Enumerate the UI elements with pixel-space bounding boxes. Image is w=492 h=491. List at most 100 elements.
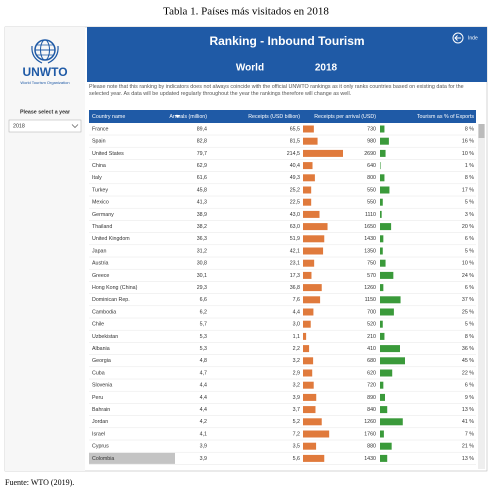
exports-bar [380, 259, 386, 267]
column-header: Tourism as % of Exports [417, 114, 474, 120]
table-cell: 6 % [465, 383, 474, 389]
table-cell: 840 [367, 407, 376, 413]
per-arrival-bar [303, 345, 310, 353]
table-cell: 210 [367, 334, 376, 340]
table-cell: 4,4 [293, 309, 300, 315]
table-cell: 4,2 [200, 419, 207, 425]
table-cell: Bahrain [92, 407, 110, 413]
table-cell: 25,2 [290, 187, 300, 193]
table-cell: 81,5 [290, 139, 300, 145]
table-cell: 31,2 [197, 248, 207, 254]
table-cell: Mexico [92, 200, 109, 206]
exports-bar [380, 271, 394, 279]
column-header: Arrivals (million) [169, 114, 207, 120]
table-cell: 550 [367, 187, 376, 193]
table-cell: 40,4 [290, 163, 300, 169]
table-cell: 214,5 [287, 151, 300, 157]
table-cell: 1 % [465, 163, 474, 169]
exports-bar [380, 210, 382, 218]
table-cell: Uzbekistan [92, 334, 118, 340]
table-cell: 13 % [462, 456, 474, 462]
table-cell: 2,2 [293, 346, 300, 352]
table-cell: 29,3 [197, 285, 207, 291]
exports-bar [380, 149, 386, 157]
table-cell: Cuba [92, 370, 105, 376]
table-cell: 23,1 [290, 261, 300, 267]
table-cell: 1150 [365, 297, 376, 303]
table-cell: Jordan [92, 419, 108, 425]
table-cell: 36,8 [290, 285, 300, 291]
table-cell: 38,9 [197, 212, 207, 218]
table-cell: 1110 [365, 212, 376, 218]
table-cell: 410 [367, 346, 376, 352]
exports-bar [380, 235, 384, 243]
per-arrival-bar [303, 357, 314, 365]
table-cell: 49,3 [290, 175, 300, 181]
table-cell: 41,3 [197, 200, 207, 206]
table-header [89, 110, 476, 123]
table-cell: 5,6 [293, 456, 300, 462]
table-cell: 13 % [462, 407, 474, 413]
header [87, 27, 487, 82]
table-cell: 1430 [364, 456, 376, 462]
scrollbar-thumb[interactable] [478, 124, 485, 138]
table-cell: 980 [367, 139, 376, 145]
table-cell: 21 % [462, 444, 474, 450]
table-cell: 65,5 [290, 126, 300, 132]
table-cell: France [92, 126, 109, 132]
exports-bar [380, 308, 394, 316]
table-cell: 4,7 [200, 370, 207, 376]
exports-bar [380, 198, 383, 206]
table-cell: 22 % [462, 370, 474, 376]
exports-bar [380, 223, 392, 231]
table-cell: 520 [367, 322, 376, 328]
logo-subtext: World Tourism Organization [20, 80, 69, 85]
table-cell: 3,5 [293, 444, 300, 450]
table-cell: Peru [92, 395, 103, 401]
table-cell: 2690 [364, 151, 376, 157]
per-arrival-bar [303, 235, 325, 243]
per-arrival-bar [303, 247, 324, 255]
back-button[interactable] [452, 32, 464, 44]
table-cell: Israel [92, 431, 105, 437]
table-cell: 42,1 [290, 248, 300, 254]
table-cell: Dominican Rep. [92, 297, 130, 303]
table-cell: 8 % [465, 126, 474, 132]
per-arrival-bar [303, 381, 314, 389]
table-cell: 1260 [364, 285, 376, 291]
note: Please note that this ranking by indicat… [89, 84, 464, 97]
table-cell: 800 [367, 175, 376, 181]
per-arrival-bar [303, 308, 314, 316]
table-cell: 17,3 [290, 273, 300, 279]
per-arrival-bar [303, 271, 312, 279]
select-arrow [71, 124, 79, 128]
header-year: 2018 [315, 63, 338, 74]
logo [31, 39, 59, 64]
exports-bar [380, 284, 384, 292]
table-cell: 620 [367, 370, 376, 376]
table-cell: 63,0 [290, 224, 300, 230]
per-arrival-bar [303, 186, 312, 194]
column-header: Country name [92, 114, 125, 120]
table-cell: 1650 [364, 224, 376, 230]
year-select[interactable] [8, 119, 82, 133]
header-region: World [236, 63, 264, 74]
per-arrival-bar [303, 418, 322, 426]
table-cell: 62,9 [197, 163, 207, 169]
caption: Tabla 1. Países más visitados en 2018 [163, 6, 329, 18]
table-cell: United Kingdom [92, 236, 130, 242]
table-cell: 3,9 [200, 444, 207, 450]
per-arrival-bar [303, 369, 313, 377]
table-cell: Austria [92, 261, 109, 267]
exports-bar [380, 332, 385, 340]
table-cell: 5 % [465, 200, 474, 206]
exports-bar [380, 442, 392, 450]
column-header: Receipts (USD billion) [248, 114, 300, 120]
table-cell: 61,6 [197, 175, 207, 181]
table-cell: 880 [367, 444, 376, 450]
per-arrival-bar [303, 259, 315, 267]
exports-bar [380, 174, 385, 182]
table-cell: 2,9 [293, 370, 300, 376]
table-cell: Greece [92, 273, 109, 279]
nav-label[interactable]: Inde [468, 35, 478, 41]
